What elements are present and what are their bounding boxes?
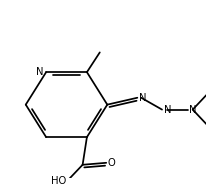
- Text: N: N: [36, 67, 43, 77]
- Text: N: N: [189, 105, 197, 115]
- Text: O: O: [108, 158, 116, 168]
- Text: HO: HO: [51, 176, 66, 185]
- Text: N: N: [139, 93, 146, 103]
- Text: N: N: [164, 105, 172, 115]
